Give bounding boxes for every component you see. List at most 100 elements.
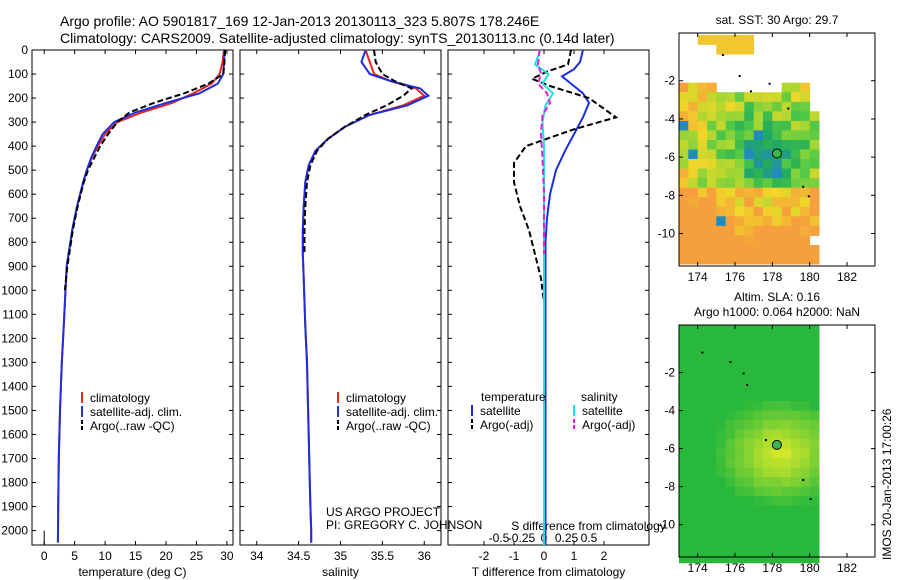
series-line-0	[56, 49, 225, 543]
y-tick-label: 0	[21, 43, 28, 57]
map-cell	[781, 363, 792, 373]
map-cell	[800, 363, 811, 373]
map-cell	[679, 420, 689, 431]
legend-label: satellite-adj. clim.	[90, 405, 182, 419]
map-cell	[735, 401, 745, 412]
island-mark	[738, 75, 741, 77]
map-cell	[725, 467, 736, 478]
y-tick-label: 2000	[1, 524, 28, 538]
map-cell	[744, 391, 755, 402]
map-cell	[744, 543, 755, 554]
x-tick-label: 182	[837, 270, 857, 284]
legend-label: Argo(..raw -QC)	[346, 419, 431, 433]
map-cell	[791, 505, 801, 516]
map-cell	[753, 245, 764, 255]
map-cell	[707, 401, 717, 412]
map-cell	[697, 34, 708, 45]
map-cell	[744, 225, 755, 236]
map-cell	[744, 448, 755, 459]
map-cell	[716, 34, 727, 45]
map-cell	[707, 245, 717, 255]
y-tick-label: 1800	[1, 476, 28, 490]
map-cell	[800, 197, 811, 208]
map-cell	[725, 439, 736, 450]
map-cell	[763, 401, 773, 412]
map-cell	[800, 458, 811, 469]
map-cell	[716, 334, 727, 345]
map-cell	[772, 344, 783, 354]
x-tick-label: 10	[98, 549, 112, 563]
map-cell	[763, 543, 773, 554]
map-cell	[744, 254, 755, 265]
map-cell	[800, 168, 811, 179]
map-cell	[809, 534, 820, 545]
x-tick-label: 178	[762, 561, 782, 575]
map-cell	[716, 458, 727, 469]
map-cell	[707, 382, 717, 392]
argo-marker	[771, 439, 782, 450]
map-cell	[800, 496, 811, 507]
map-cell	[725, 458, 736, 469]
map-cell	[753, 467, 764, 478]
y-tick-label: -8	[664, 188, 675, 202]
map-cell	[679, 101, 689, 112]
map-cell	[735, 534, 745, 545]
map-cell	[809, 420, 820, 431]
map-cell	[763, 334, 773, 345]
map-cell	[791, 178, 801, 189]
map-cell	[725, 496, 736, 507]
map-cell	[763, 534, 773, 545]
legend-label: satellite	[582, 404, 623, 418]
map-cell	[809, 363, 820, 373]
map-cell	[753, 515, 764, 526]
x-tick-label: -1	[509, 549, 520, 563]
map-cell	[679, 439, 689, 450]
map-cell	[772, 429, 783, 440]
y-tick-label: 1000	[1, 283, 28, 297]
map-cell	[716, 101, 727, 112]
map-cell	[688, 245, 699, 255]
map-cell	[781, 477, 792, 488]
map-cell	[697, 120, 708, 131]
map-cell	[707, 101, 717, 112]
map-cell	[707, 92, 717, 103]
map-cell	[688, 448, 699, 459]
map-cell	[800, 120, 811, 131]
header-line-2: Climatology: CARS2009. Satellite-adjuste…	[60, 30, 615, 46]
y-tick-label: 200	[8, 91, 28, 105]
map-cell	[697, 477, 708, 488]
map-cell	[800, 401, 811, 412]
map-cell	[772, 553, 783, 564]
map-cell	[753, 325, 764, 335]
map-cell	[763, 111, 773, 122]
map-cell	[744, 44, 755, 55]
map-cell	[744, 101, 755, 112]
map-cell	[707, 429, 717, 440]
map-cell	[763, 101, 773, 112]
map-cell	[800, 82, 811, 93]
map-cell	[781, 197, 792, 208]
map-cell	[679, 178, 689, 189]
y-tick-label: 1200	[1, 331, 28, 345]
x2-tick-label: 0.25	[555, 531, 579, 545]
map-cell	[753, 363, 764, 373]
y-tick-label: -4	[664, 404, 675, 418]
map-cell	[753, 111, 764, 122]
map-cell	[707, 344, 717, 354]
map-cell	[791, 515, 801, 526]
map-cell	[707, 111, 717, 122]
map-cell	[697, 111, 708, 122]
map-cell	[744, 159, 755, 169]
map-cell	[679, 216, 689, 227]
profile-panel-0: 0 5 10 15 20 25 300100200300400500600700800900…	[1, 43, 234, 579]
map-cell	[800, 524, 811, 535]
map-cell	[688, 101, 699, 112]
y-tick-label: -6	[664, 442, 675, 456]
x-axis-label: T difference from climatology	[472, 565, 626, 579]
map-cell	[735, 344, 745, 354]
map-cell	[744, 467, 755, 478]
map-cell	[697, 372, 708, 383]
map-cell	[772, 235, 783, 246]
map-title: Altim. SLA: 0.16	[734, 290, 820, 304]
map-cell	[716, 524, 727, 535]
